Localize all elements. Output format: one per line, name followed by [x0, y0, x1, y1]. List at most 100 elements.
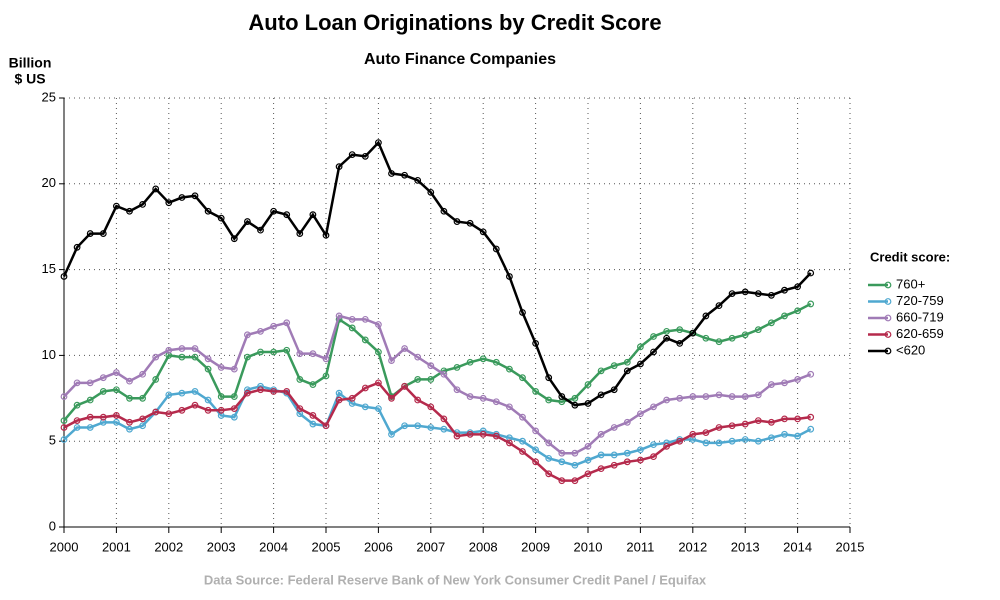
- data-point: [401, 345, 409, 352]
- data-point: [243, 218, 251, 225]
- data-point: [519, 309, 526, 316]
- data-point: [479, 394, 487, 402]
- data-point: [532, 388, 539, 395]
- data-point: [728, 334, 736, 342]
- legend-label: 620-659: [896, 326, 944, 341]
- data-point: [204, 365, 212, 373]
- data-point: [139, 394, 147, 402]
- data-point: [60, 393, 68, 400]
- data-point: [322, 372, 330, 380]
- data-point: [532, 427, 539, 435]
- data-point: [348, 394, 356, 402]
- data-point: [361, 336, 369, 344]
- data-point: [335, 163, 343, 171]
- data-point: [217, 364, 225, 371]
- data-point: [453, 364, 461, 371]
- data-point: [335, 312, 343, 320]
- data-point: [126, 377, 133, 385]
- data-point: [139, 422, 147, 430]
- data-point: [230, 405, 238, 412]
- data-point: [270, 348, 278, 356]
- data-point: [519, 413, 526, 421]
- data-point: [283, 346, 291, 354]
- data-point: [204, 207, 212, 215]
- data-point: [86, 230, 94, 237]
- data-point: [610, 451, 618, 459]
- data-point: [715, 424, 723, 431]
- data-point: [440, 207, 448, 215]
- y-axis-label: $ US: [14, 71, 45, 87]
- source-note: Data Source: Federal Reserve Bank of New…: [204, 572, 707, 587]
- data-point: [610, 386, 618, 394]
- data-point: [794, 376, 801, 383]
- data-point: [702, 312, 710, 320]
- data-point: [623, 449, 631, 457]
- data-point: [702, 393, 710, 400]
- x-tick-label: 2001: [102, 539, 131, 554]
- legend-label: 760+: [896, 276, 925, 291]
- data-point: [191, 353, 199, 361]
- x-tick-label: 2003: [207, 539, 236, 554]
- data-point: [99, 413, 107, 421]
- data-point: [230, 393, 238, 400]
- data-point: [178, 389, 186, 397]
- data-point: [807, 269, 815, 277]
- data-point: [401, 171, 409, 179]
- data-point: [440, 415, 448, 423]
- data-point: [519, 437, 526, 445]
- data-point: [204, 355, 212, 363]
- x-tick-label: 2000: [50, 539, 79, 554]
- data-point: [781, 312, 788, 320]
- legend-marker: [884, 298, 892, 305]
- data-point: [165, 391, 173, 399]
- data-point: [361, 315, 369, 323]
- data-point: [597, 465, 605, 473]
- data-point: [558, 393, 566, 400]
- data-point: [440, 370, 448, 378]
- data-point: [73, 417, 81, 425]
- data-point: [230, 365, 238, 373]
- data-point: [754, 417, 762, 425]
- series-line: [63, 314, 812, 455]
- data-point: [768, 434, 775, 442]
- data-point: [427, 362, 435, 370]
- data-point: [794, 415, 801, 423]
- data-point: [781, 286, 788, 294]
- data-point: [152, 408, 160, 416]
- data-point: [414, 176, 422, 184]
- legend-title: Credit score:: [870, 249, 950, 264]
- legend-marker: [884, 281, 892, 289]
- data-point: [663, 334, 670, 342]
- data-point: [375, 405, 382, 412]
- data-point: [243, 331, 251, 339]
- data-point: [322, 422, 330, 430]
- data-point: [86, 413, 94, 421]
- data-point: [532, 458, 539, 466]
- data-point: [584, 400, 592, 407]
- data-point: [794, 283, 801, 291]
- data-point: [741, 420, 749, 428]
- data-point: [73, 379, 81, 387]
- legend-label: 720-759: [896, 293, 944, 308]
- data-point: [794, 432, 801, 440]
- data-point: [86, 396, 94, 404]
- data-point: [427, 403, 435, 411]
- data-point: [571, 449, 579, 457]
- y-tick-label: 0: [49, 518, 56, 533]
- data-point: [283, 211, 291, 219]
- y-tick-label: 20: [42, 175, 56, 190]
- data-point: [204, 396, 212, 404]
- data-point: [414, 422, 422, 430]
- data-point: [126, 425, 133, 433]
- series-line: [62, 140, 812, 407]
- data-point: [754, 391, 762, 399]
- data-point: [60, 436, 68, 443]
- data-point: [597, 451, 605, 459]
- data-point: [440, 425, 448, 433]
- data-point: [597, 430, 605, 438]
- data-point: [597, 367, 605, 375]
- data-point: [99, 388, 107, 395]
- data-point: [571, 477, 579, 485]
- data-point: [768, 418, 775, 426]
